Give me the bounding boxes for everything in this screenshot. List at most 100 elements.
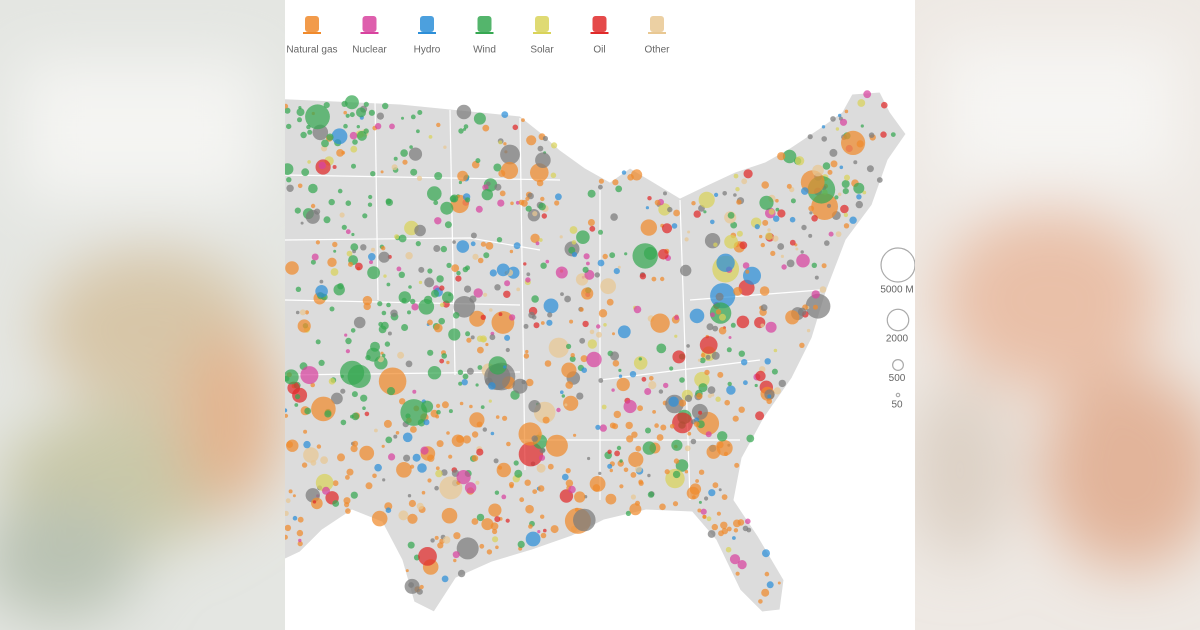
plant-dot — [310, 203, 316, 209]
plant-dot — [706, 323, 714, 331]
legend-icon — [420, 16, 434, 32]
plant-dot — [805, 293, 831, 319]
plant-dot — [416, 175, 423, 181]
plant-dot — [524, 479, 531, 486]
plant-dot — [287, 381, 301, 395]
plant-dot — [389, 123, 395, 130]
plant-dot — [536, 463, 546, 473]
plant-dot — [430, 538, 435, 543]
plant-dot — [674, 315, 680, 321]
plant-dot — [525, 504, 534, 514]
plant-dot — [526, 272, 531, 277]
plant-dot — [762, 219, 769, 226]
plant-dot — [523, 323, 529, 329]
plant-dot — [421, 490, 426, 495]
plant-dot — [353, 316, 366, 329]
plant-dot — [456, 240, 470, 253]
plant-dot — [654, 199, 661, 206]
plant-dot — [694, 371, 710, 388]
plant-dot — [732, 536, 736, 540]
plant-dot — [541, 213, 547, 219]
plant-dot — [785, 310, 800, 325]
plant-dot — [285, 534, 288, 540]
plant-dot — [462, 266, 469, 273]
plant-dot — [618, 374, 623, 378]
plant-dot — [528, 400, 541, 413]
plant-dot — [381, 353, 386, 358]
plant-dot — [482, 124, 490, 132]
plant-dot — [471, 518, 479, 525]
plant-dot — [594, 272, 600, 278]
plant-dot — [837, 192, 842, 197]
legend-icon-base — [475, 32, 494, 34]
plant-dot — [304, 310, 309, 315]
legend-label: Hydro — [414, 45, 441, 56]
plant-dot — [360, 394, 368, 402]
plant-dot — [446, 431, 450, 435]
plant-dot — [510, 201, 514, 206]
plant-dot — [471, 455, 479, 462]
plant-dot — [780, 254, 785, 258]
plant-dot — [500, 144, 520, 165]
legend-item: Other — [644, 16, 670, 56]
plant-dot — [680, 264, 692, 277]
plant-dot — [378, 251, 390, 263]
plant-dot — [483, 292, 488, 297]
plant-dot — [538, 454, 546, 461]
plant-dot — [645, 206, 650, 210]
plant-dot — [462, 435, 471, 444]
size-label: 50 — [891, 399, 903, 410]
plant-dot — [448, 454, 453, 459]
plant-dot — [551, 142, 558, 149]
plant-dot — [518, 422, 542, 446]
plant-dot — [504, 334, 511, 341]
plant-dot — [611, 388, 615, 392]
plant-dot — [631, 431, 638, 438]
plant-dot — [285, 369, 299, 385]
plant-dot — [485, 342, 489, 347]
plant-dot — [327, 257, 337, 267]
plant-dot — [664, 469, 670, 475]
plant-dot — [835, 127, 840, 131]
plant-dot — [434, 217, 442, 225]
plant-dot — [596, 331, 602, 338]
plant-dot — [525, 277, 531, 283]
plant-dot — [508, 481, 515, 488]
plant-dot — [632, 243, 658, 269]
plant-dot — [433, 200, 439, 206]
plant-dot — [834, 195, 839, 200]
plant-dot — [344, 333, 348, 337]
plant-dot — [517, 540, 525, 549]
plant-dot — [716, 511, 722, 516]
plant-dot — [726, 385, 736, 395]
plant-dot — [564, 295, 571, 303]
plant-dot — [745, 518, 751, 525]
plant-dot — [514, 469, 523, 478]
plant-dot — [690, 438, 697, 445]
size-circle — [886, 308, 910, 332]
size-label: 2000 — [886, 333, 909, 344]
plant-dot — [579, 337, 586, 344]
plant-dot — [525, 349, 529, 354]
plant-dot — [452, 551, 460, 559]
plant-dot — [610, 351, 620, 361]
plant-dot — [285, 510, 289, 516]
plant-dot — [579, 307, 584, 312]
plant-dot — [647, 196, 652, 201]
plant-dot — [684, 237, 689, 242]
plant-dot — [480, 241, 486, 247]
plant-dot — [442, 291, 454, 304]
plant-dot — [435, 466, 440, 471]
plant-dot — [409, 145, 413, 149]
plant-dot — [755, 370, 766, 382]
plant-dot — [758, 599, 763, 604]
plant-dot — [462, 373, 469, 380]
plant-dot — [469, 404, 473, 409]
plant-dot — [559, 489, 574, 503]
plant-dot — [729, 554, 741, 565]
plant-dot — [428, 135, 433, 139]
plant-dot — [435, 469, 443, 478]
plant-dot — [532, 489, 538, 494]
plant-dot — [623, 399, 637, 414]
